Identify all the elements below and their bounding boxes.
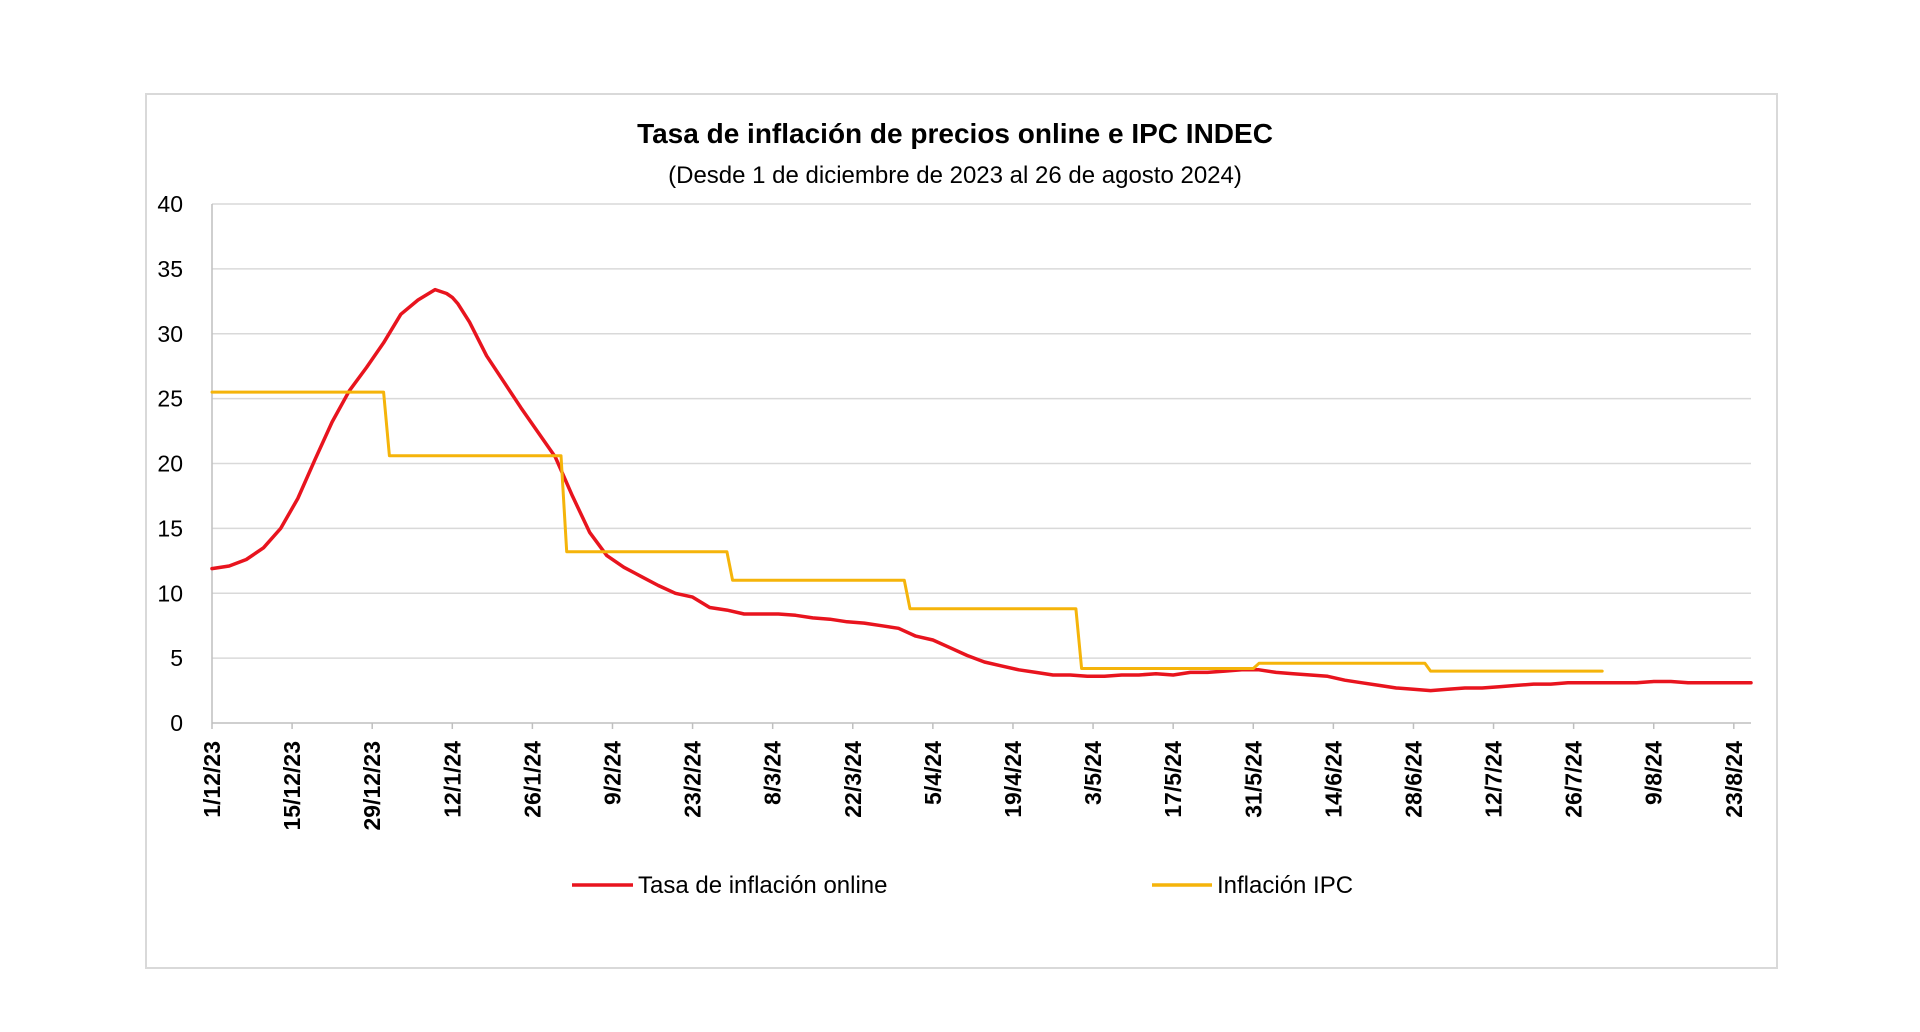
x-tick-label: 9/8/24 [1641, 741, 1667, 805]
x-tick-label: 8/3/24 [760, 741, 786, 805]
x-tick-label: 31/5/24 [1240, 741, 1266, 818]
x-tick-label: 17/5/24 [1160, 741, 1186, 818]
y-tick-label: 0 [170, 710, 183, 736]
grid [211, 203, 1751, 729]
y-tick-label: 10 [157, 580, 183, 606]
x-tick-label: 15/12/23 [279, 741, 305, 831]
y-tick-label: 20 [157, 451, 183, 477]
x-tick-label: 26/7/24 [1561, 741, 1587, 818]
x-tick-label: 14/6/24 [1320, 741, 1346, 818]
y-tick-label: 30 [157, 321, 183, 347]
x-tick-label: 23/8/24 [1721, 741, 1747, 818]
x-tick-label: 22/3/24 [840, 741, 866, 818]
series [210, 287, 1753, 693]
x-tick-label: 9/2/24 [599, 741, 625, 805]
x-tick-label: 1/12/23 [199, 741, 225, 818]
x-tick-label: 12/1/24 [439, 741, 465, 818]
chart-title: Tasa de inflación de precios online e IP… [637, 118, 1273, 149]
x-axis-ticks: 1/12/23 15/12/23 29/12/23 12/1/24 26/1/24 9/2… [199, 741, 1747, 831]
y-tick-label: 15 [157, 515, 183, 541]
series-line-online-inflation [210, 287, 1753, 693]
chart-subtitle: (Desde 1 de diciembre de 2023 al 26 de a… [668, 162, 1242, 189]
x-tick-label: 12/7/24 [1481, 741, 1507, 818]
y-axis-ticks: 0 5 10 15 20 25 30 35 40 [157, 191, 183, 736]
y-tick-label: 35 [157, 256, 183, 282]
chart-frame [145, 93, 1778, 969]
x-tick-label: 3/5/24 [1080, 741, 1106, 805]
x-tick-label: 28/6/24 [1400, 741, 1426, 818]
x-tick-label: 5/4/24 [920, 741, 946, 805]
legend-label: Inflación IPC [1217, 872, 1353, 899]
legend-label: Tasa de inflación online [638, 872, 888, 899]
series-line-ipc-inflation [210, 390, 1604, 673]
x-tick-label: 23/2/24 [680, 741, 706, 818]
x-tick-label: 29/12/23 [359, 741, 385, 831]
y-tick-label: 5 [170, 645, 183, 671]
y-tick-label: 25 [157, 386, 183, 412]
x-tick-label: 26/1/24 [519, 741, 545, 818]
legend: Tasa de inflación online Inflación IPC [572, 872, 1353, 899]
x-tick-label: 19/4/24 [1000, 741, 1026, 818]
y-tick-label: 40 [157, 191, 183, 217]
